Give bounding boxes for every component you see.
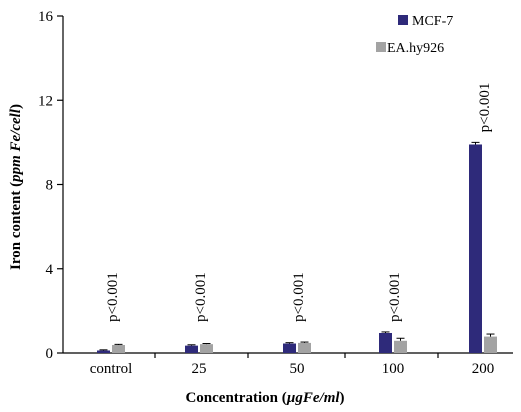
plot-area: 0 4 8 12 16 control p<0.001 25 p<0.001 50 p<0.001 1… <box>38 9 513 377</box>
bar-eahy926 <box>112 344 125 353</box>
y-tick-label: 0 <box>46 346 54 362</box>
bar-mcf7 <box>283 343 296 353</box>
x-tick-label: 100 <box>382 361 405 377</box>
x-axis-title: Concentration (µgFe/ml) <box>185 390 344 406</box>
p-value-annotation: p<0.001 <box>387 272 403 322</box>
bar-mcf7 <box>469 144 482 353</box>
bar-mcf7 <box>97 350 110 353</box>
y-tick-label: 4 <box>46 262 54 278</box>
y-tick-label: 12 <box>38 93 53 109</box>
bar-eahy926 <box>200 344 213 353</box>
p-value-annotation: p<0.001 <box>291 272 307 322</box>
legend-label-mcf7: MCF-7 <box>412 14 453 29</box>
y-tick-label: 8 <box>46 178 54 194</box>
y-axis-title: Iron content (ppm Fe/cell) <box>8 104 24 270</box>
x-tick-label: control <box>90 361 133 377</box>
bar-eahy926 <box>484 336 497 353</box>
y-tick-label: 16 <box>38 9 54 25</box>
bar-eahy926 <box>298 342 311 353</box>
legend-swatch-eahy926 <box>376 42 386 52</box>
x-tick-label: 200 <box>472 361 495 377</box>
p-value-annotation: p<0.001 <box>105 272 121 322</box>
legend-swatch-mcf7 <box>398 15 408 25</box>
legend: MCF-7 EA.hy926 <box>376 14 453 56</box>
legend-label-eahy926: EA.hy926 <box>387 41 444 56</box>
x-tick-label: 25 <box>192 361 207 377</box>
bar-mcf7 <box>185 345 198 353</box>
bar-mcf7 <box>379 332 392 353</box>
bar-eahy926 <box>394 340 407 353</box>
p-value-annotation: p<0.001 <box>477 83 493 133</box>
x-tick-label: 50 <box>290 361 305 377</box>
p-value-annotation: p<0.001 <box>193 272 209 322</box>
